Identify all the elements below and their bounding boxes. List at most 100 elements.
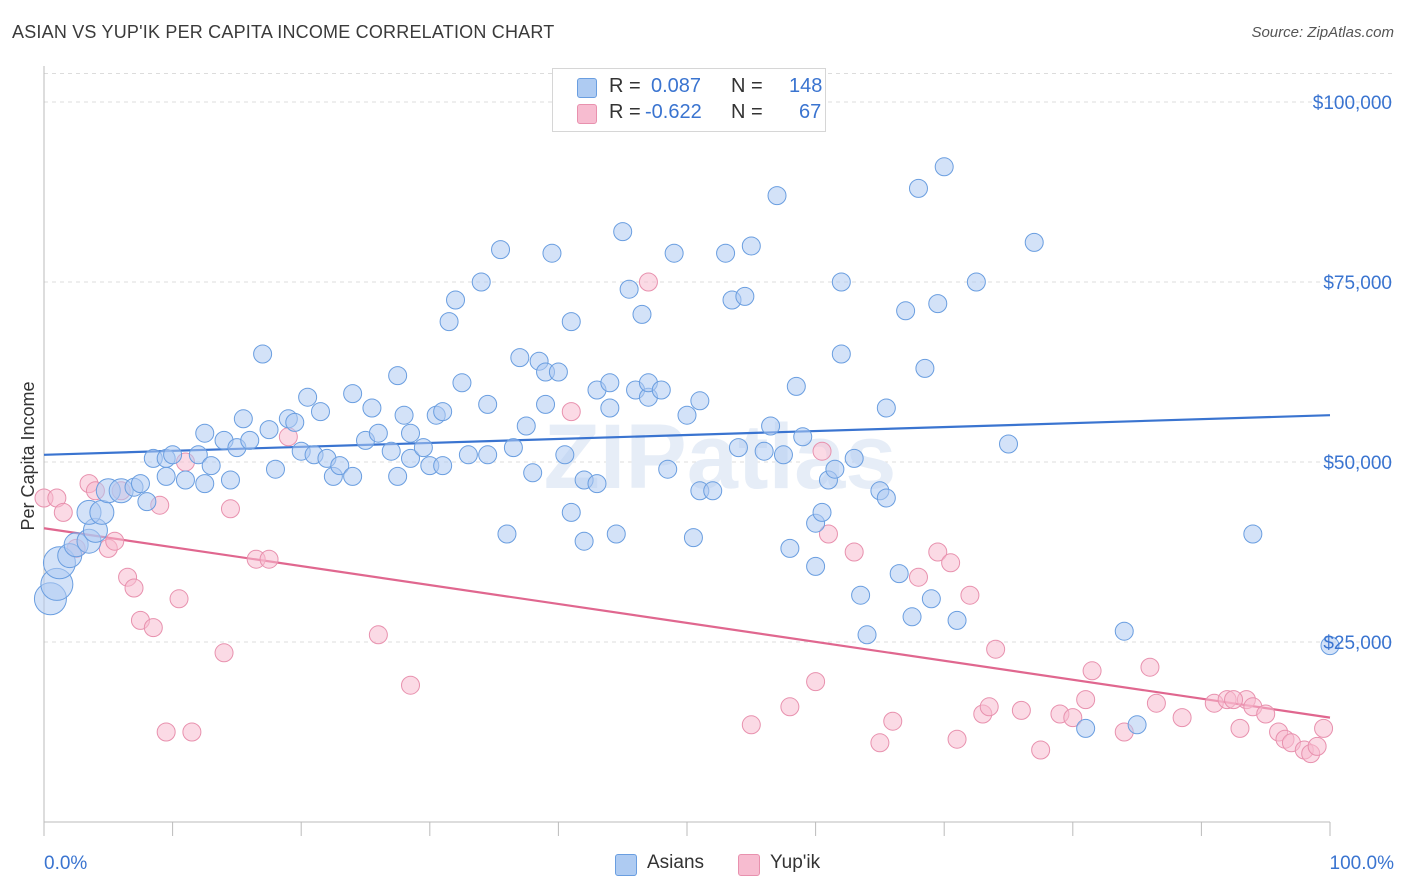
asians-point	[491, 240, 511, 260]
asians-point	[298, 387, 318, 407]
n-label: N =	[731, 75, 763, 97]
asians-swatch	[577, 78, 597, 98]
yupik-point	[401, 675, 421, 695]
yupik-point	[1224, 690, 1244, 710]
asians-point	[1320, 636, 1340, 656]
asians-point	[548, 362, 568, 382]
asians-point	[600, 398, 620, 418]
yupik-point	[561, 402, 581, 422]
asians-point	[362, 398, 382, 418]
yupik-point	[53, 502, 73, 522]
legend-label: Asians	[647, 852, 705, 873]
yupik-swatch	[577, 104, 597, 124]
asians-point	[156, 466, 176, 486]
yupik-point	[844, 542, 864, 562]
yupik-point	[1256, 704, 1276, 724]
asians-point	[606, 524, 626, 544]
yupik-point	[1031, 740, 1051, 760]
asians-point	[381, 441, 401, 461]
asians-point	[343, 466, 363, 486]
asians-point	[735, 286, 755, 306]
asians-point	[773, 445, 793, 465]
asians-point	[896, 301, 916, 321]
asians-point	[163, 445, 183, 465]
y-tick-label: $100,000	[1313, 93, 1392, 114]
yupik-point	[928, 542, 948, 562]
r-label: R =	[609, 75, 641, 97]
asians-point	[876, 488, 896, 508]
yupik-point	[780, 697, 800, 717]
asians-point	[1114, 621, 1134, 641]
asians-point	[233, 409, 253, 429]
asians-point	[780, 538, 800, 558]
asians-point	[806, 556, 826, 576]
asians-point	[664, 243, 684, 263]
asians-point	[716, 243, 736, 263]
asians-point	[310, 402, 330, 422]
yupik-point	[1063, 708, 1083, 728]
asians-point	[728, 438, 748, 458]
yupik-point	[368, 625, 388, 645]
asians-point	[632, 304, 652, 324]
y-axis-title: Per Capita Income	[18, 381, 38, 530]
asians-point	[754, 441, 774, 461]
asians-point	[413, 438, 433, 458]
asians-point	[831, 344, 851, 364]
yupik-point	[1146, 693, 1166, 713]
yupik-point	[169, 589, 189, 609]
yupik-point	[1172, 708, 1192, 728]
asians-point	[388, 366, 408, 386]
asians-point	[523, 463, 543, 483]
x-tick-label: 100.0%	[1330, 853, 1395, 874]
asians-point	[368, 423, 388, 443]
r-label: R =	[609, 101, 641, 123]
asians-point	[786, 376, 806, 396]
yupik-point	[143, 618, 163, 638]
asians-point	[478, 445, 498, 465]
yupik-point	[1140, 657, 1160, 677]
asians-point	[137, 492, 157, 512]
asians-point	[458, 445, 478, 465]
yupik-trend-line	[43, 527, 1331, 719]
asians-point	[175, 470, 195, 490]
asians-point	[831, 272, 851, 292]
asians-point	[265, 459, 285, 479]
asians-point	[433, 402, 453, 422]
asians-point	[401, 448, 421, 468]
asians-point	[503, 438, 523, 458]
yupik-point	[941, 553, 961, 573]
axes	[43, 66, 1331, 836]
asians-point	[934, 157, 954, 177]
asians-swatch	[615, 854, 637, 876]
asians-point	[908, 178, 928, 198]
asians-point	[902, 607, 922, 627]
asians-point	[452, 373, 472, 393]
asians-trend-line	[43, 414, 1331, 456]
asians-point	[876, 398, 896, 418]
yupik-point	[1082, 661, 1102, 681]
asians-point	[401, 423, 421, 443]
n-value: 67	[799, 101, 822, 123]
asians-point	[857, 625, 877, 645]
yupik-point	[220, 499, 240, 519]
asians-point	[561, 502, 581, 522]
asians-point	[619, 279, 639, 299]
yupik-point	[156, 722, 176, 742]
asians-point	[844, 448, 864, 468]
yupik-point	[947, 729, 967, 749]
asians-point	[240, 430, 260, 450]
yupik-point	[979, 697, 999, 717]
yupik-point	[870, 733, 890, 753]
yupik-point	[806, 672, 826, 692]
asians-point	[195, 423, 215, 443]
asians-point	[253, 344, 273, 364]
asians-point	[703, 481, 723, 501]
asians-point	[188, 445, 208, 465]
asians-point	[928, 294, 948, 314]
asians-point	[767, 186, 787, 206]
asians-point	[220, 470, 240, 490]
asians-point	[1024, 232, 1044, 252]
asians-point	[812, 502, 832, 522]
yupik-swatch	[738, 854, 760, 876]
